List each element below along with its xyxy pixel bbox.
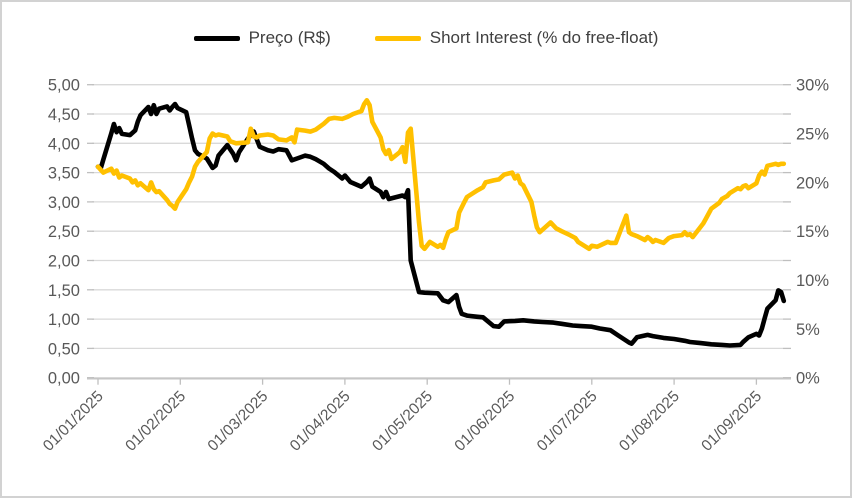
y-axis-right-label: 30% [796,77,829,95]
y-axis-left-label: 4,50 [48,106,80,124]
y-axis-left-label: 1,00 [48,311,80,329]
x-axis-label: 01/04/2025 [287,388,354,455]
y-axis-left-label: 1,50 [48,282,80,300]
x-axis-label: 01/05/2025 [369,388,436,455]
y-axis-left-label: 0,00 [48,370,80,388]
legend-item-short-interest: Short Interest (% do free-float) [374,28,659,48]
y-axis-left-label: 3,00 [48,194,80,212]
y-axis-right-label: 5% [796,321,820,339]
y-axis-right-label: 0% [796,370,820,388]
price-line-swatch [193,35,240,41]
y-axis-right-label: 10% [796,272,829,290]
y-axis-left-label: 2,00 [48,253,80,271]
x-axis-label: 01/08/2025 [616,388,683,455]
short-interest-line-series [95,98,787,252]
y-axis-left-label: 0,50 [48,340,80,358]
legend-label-price: Preço (R$) [248,28,331,47]
y-axis-right-label: 20% [796,174,829,192]
x-axis-label: 01/09/2025 [698,388,765,455]
x-axis-label: 01/01/2025 [40,388,107,455]
y-axis-left-label: 3,50 [48,165,80,183]
y-axis-left-label: 5,00 [48,77,80,95]
y-axis-right-label: 15% [796,223,829,241]
y-axis-left-label: 2,50 [48,223,80,241]
legend-item-price: Preço (R$) [193,28,331,48]
y-axis-left-label: 4,00 [48,135,80,153]
x-axis-label: 01/02/2025 [122,388,189,455]
x-axis-label: 01/06/2025 [451,388,518,455]
legend: Preço (R$) Short Interest (% do free-flo… [2,28,850,48]
x-axis-label: 01/03/2025 [205,388,272,455]
y-axis-right-label: 25% [796,126,829,144]
price-line-series [95,101,787,348]
short-interest-line-swatch [374,35,421,41]
x-axis-label: 01/07/2025 [534,388,601,455]
legend-label-short-interest: Short Interest (% do free-float) [429,28,659,47]
